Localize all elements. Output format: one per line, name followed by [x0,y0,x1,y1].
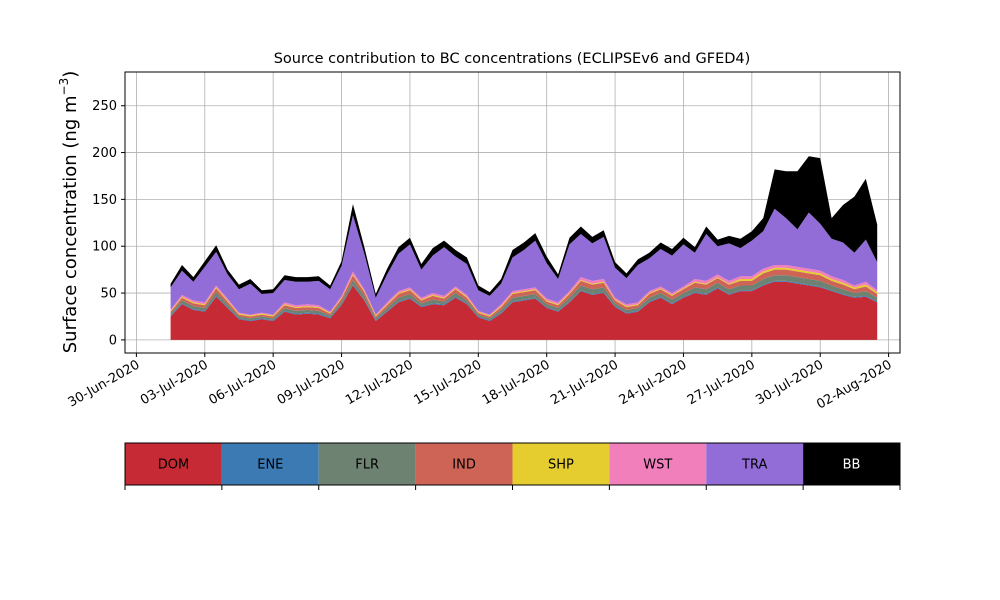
legend-swatch-ene [221,443,319,485]
area-tra [170,208,878,315]
legend-label-ind: IND [452,458,476,473]
y-axis-label-main: Surface concentration (ng m [60,95,81,353]
plot-frame [124,71,901,354]
legend-label-ene: ENE [257,458,283,473]
legend-swatch-ind [415,443,513,485]
area-ind [170,269,878,319]
chart-title: Source contribution to BC concentrations… [274,51,751,67]
y-tick-label: 50 [100,287,117,302]
y-tick-label: 150 [92,193,117,208]
legend-swatch-dom [125,443,222,485]
y-axis-label: Surface concentration (ng m−3) [57,71,81,354]
area-bb [170,156,878,298]
y-tick-label: 100 [92,240,117,255]
y-axis-label-close: ) [60,71,81,78]
stacked-areas [170,156,878,340]
legend-swatch-wst [609,443,707,485]
y-tick-label: 0 [109,333,117,348]
legend-label-tra: TRA [741,458,767,473]
y-tick-label: 200 [92,146,117,161]
legend-swatch-flr [318,443,416,485]
legend-swatch-bb [803,443,900,485]
legend-label-flr: FLR [355,458,379,473]
legend-frame [124,442,901,486]
legend-colorbar: DOM ENE FLR IND SHP WST TRA BB [124,442,901,490]
legend-label-bb: BB [843,458,861,473]
area-shp [170,267,878,317]
legend-label-wst: WST [643,458,672,473]
area-dom [170,281,878,340]
legend-swatch-tra [706,443,804,485]
y-axis-label-superscript: −3 [57,78,71,96]
area-wst [170,264,878,316]
y-axis: 0 50 100 150 200 250 [92,99,125,348]
legend-label-shp: SHP [548,458,574,473]
area-ene [170,280,878,322]
legend-label-dom: DOM [158,458,189,473]
legend-swatch-shp [512,443,610,485]
area-flr [170,275,878,321]
y-tick-label: 250 [92,99,117,114]
